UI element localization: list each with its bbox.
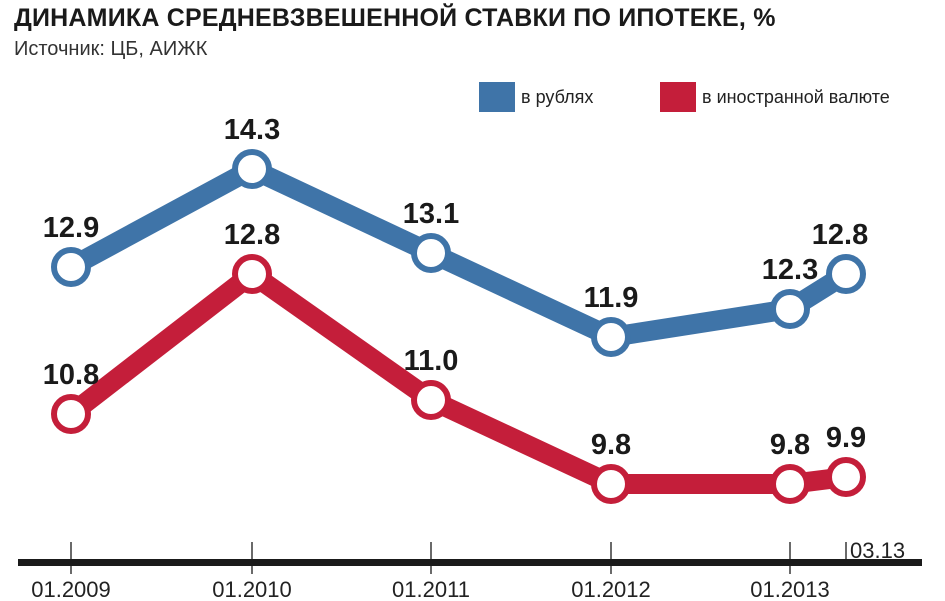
data-point [826,457,866,497]
data-label: 12.8 [224,219,280,251]
data-point [826,254,866,294]
x-tick-label: 01.2010 [212,577,292,601]
data-label: 9.8 [770,429,810,461]
data-label: 13.1 [403,198,459,230]
chart-source: Источник: ЦБ, АИЖК [14,38,208,60]
data-point [411,380,451,420]
data-point [770,289,810,329]
x-tick-label: 01.2009 [31,577,111,601]
data-point [591,464,631,504]
data-label: 12.9 [43,212,99,244]
data-label: 12.3 [762,254,818,286]
data-label: 12.8 [812,219,868,251]
data-label: 14.3 [224,114,280,146]
data-label: 10.8 [43,359,99,391]
data-point [411,233,451,273]
data-point [770,464,810,504]
x-tick-label: 01.2013 [750,577,830,601]
chart-title: ДИНАМИКА СРЕДНЕВЗВЕШЕННОЙ СТАВКИ ПО ИПОТ… [14,4,776,32]
legend-label-rub: в рублях [521,86,594,107]
data-point [232,254,272,294]
legend-swatch-rub [479,82,515,112]
x-tick-label: 01.2011 [392,577,470,601]
data-label: 11.0 [404,345,459,377]
x-axis [18,559,922,566]
data-point [51,394,91,434]
series-line-1 [61,264,856,494]
legend-item-rub: в рублях [479,82,593,112]
x-tick-label: 01.2012 [571,577,651,601]
legend-item-fx: в иностранной валюте [660,82,890,112]
x-tick-label-end: 03.13 [850,538,905,563]
data-label: 9.8 [591,429,631,461]
legend-swatch-fx [660,82,696,112]
data-label: 11.9 [584,282,639,314]
data-point [232,149,272,189]
data-point [591,317,631,357]
legend-label-fx: в иностранной валюте [702,86,890,107]
data-label: 9.9 [826,422,866,454]
data-point [51,247,91,287]
